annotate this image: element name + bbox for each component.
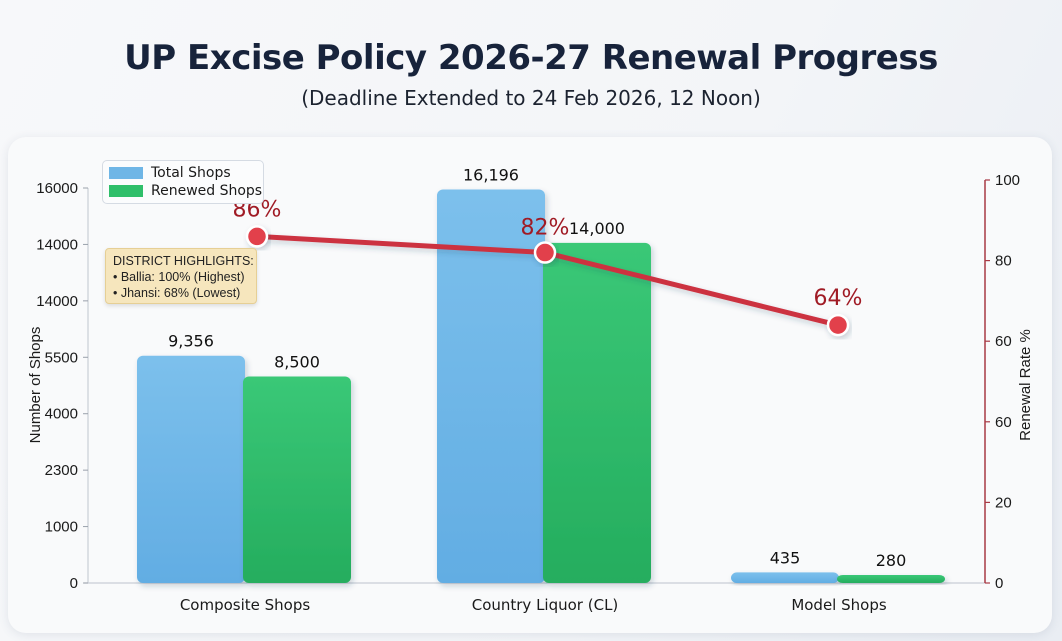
bar-value-label: 9,356 [168,332,214,351]
legend-label-renewed: Renewed Shops [151,183,263,199]
legend-swatch-renewed [109,185,143,197]
right-axis-title: Renewal Rate % [1017,329,1034,441]
left-axis-tick-label: 5500 [45,349,78,366]
right-axis-tick-label: 60 [995,414,1012,431]
bar-renewed-shops [543,242,651,583]
renewal-rate-label: 64% [814,286,863,311]
left-axis-tick-label: 16000 [36,180,78,197]
renewal-rate-point [533,241,557,264]
bar-value-label: 14,000 [569,219,625,238]
renewal-rate-point [245,225,269,248]
bar-total-shops [731,572,839,583]
left-axis-tick-label: 14000 [36,236,78,253]
renewal-rate-point [826,313,850,337]
bar-renewed-shops [243,376,351,583]
chart-subtitle: (Deadline Extended to 24 Feb 2026, 12 No… [301,86,761,110]
bar-value-label: 435 [770,548,801,567]
left-axis-tick-label: 4000 [45,406,78,423]
bar-total-shops [437,189,545,583]
left-axis-tick-label: 2300 [45,462,78,479]
left-axis-tick-label: 1000 [45,519,78,536]
category-label: Model Shops [791,596,887,614]
left-axis-title: Number of Shops [27,327,44,444]
highlights-title: DISTRICT HIGHLIGHTS: [113,254,254,268]
left-axis-tick-label: 0 [70,575,78,592]
renewal-rate-label: 82% [521,216,570,241]
bar-renewed-shops [837,575,945,583]
highlight-jhansi: • Jhansi: 68% (Lowest) [113,286,241,300]
right-axis-tick-label: 80 [995,253,1012,270]
bar-value-label: 8,500 [274,353,320,372]
right-axis-tick-label: 20 [995,494,1012,511]
right-axis-tick-label: 60 [995,333,1012,350]
bar-value-label: 280 [876,551,907,570]
bar-total-shops [137,355,245,583]
legend-item-total: Total Shops [109,164,231,182]
right-axis-tick-label: 100 [995,172,1020,189]
legend-label-total: Total Shops [151,165,231,181]
highlight-ballia: • Ballia: 100% (Highest) [113,270,245,284]
right-axis-tick-label: 0 [995,575,1003,592]
legend-swatch-total [109,167,143,179]
legend-item-renewed: Renewed Shops [109,182,262,200]
left-axis-tick-label: 14000 [36,293,78,310]
chart-title: UP Excise Policy 2026-27 Renewal Progres… [124,38,938,78]
bar-value-label: 16,196 [463,166,519,185]
district-highlights-note: DISTRICT HIGHLIGHTS: • Ballia: 100% (Hig… [105,248,257,304]
legend: Total Shops Renewed Shops [102,160,264,204]
category-label: Country Liquor (CL) [472,596,619,614]
category-label: Composite Shops [180,596,311,614]
